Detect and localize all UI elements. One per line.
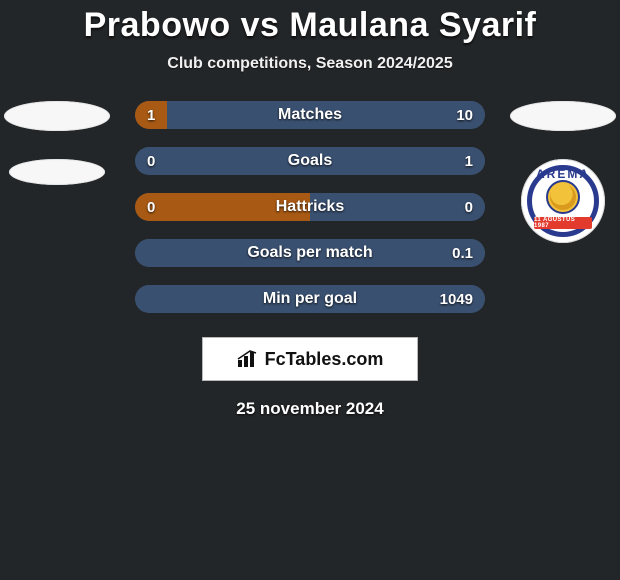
right-player-club-badge: AREMA 11 AGUSTUS 1987 [521, 159, 605, 243]
page-subtitle: Club competitions, Season 2024/2025 [167, 55, 452, 73]
brand-attribution: FcTables.com [202, 337, 418, 381]
generated-date: 25 november 2024 [236, 399, 383, 419]
stat-bar-right [310, 193, 485, 221]
left-player-badges [4, 101, 110, 185]
stat-bar-left [135, 101, 167, 129]
club-badge-name: AREMA [536, 167, 590, 181]
left-player-avatar-placeholder [4, 101, 110, 131]
comparison-area: AREMA 11 AGUSTUS 1987 1Matches10 0Goals1 0… [0, 101, 620, 313]
stat-bar-right [135, 239, 485, 267]
stat-row: Min per goal1049 [135, 285, 485, 313]
comparison-card: Prabowo vs Maulana Syarif Club competiti… [0, 0, 620, 580]
stat-bar-right [135, 147, 485, 175]
stat-bar-right [135, 285, 485, 313]
club-badge-banner: 11 AGUSTUS 1987 [534, 217, 592, 229]
stat-row: 0Goals1 [135, 147, 485, 175]
bar-chart-icon [237, 350, 259, 368]
stat-rows: 1Matches10 0Goals1 0Hattricks0 Goals per ma… [135, 101, 485, 313]
stat-bar-left [135, 193, 310, 221]
club-badge-emblem [546, 180, 580, 214]
stat-row: 1Matches10 [135, 101, 485, 129]
left-player-club-placeholder [9, 159, 105, 185]
right-player-avatar-placeholder [510, 101, 616, 131]
brand-text: FcTables.com [265, 349, 384, 370]
stat-bar-right [167, 101, 486, 129]
page-title: Prabowo vs Maulana Syarif [84, 6, 537, 45]
right-player-badges: AREMA 11 AGUSTUS 1987 [510, 101, 616, 243]
stat-row: Goals per match0.1 [135, 239, 485, 267]
stat-row: 0Hattricks0 [135, 193, 485, 221]
